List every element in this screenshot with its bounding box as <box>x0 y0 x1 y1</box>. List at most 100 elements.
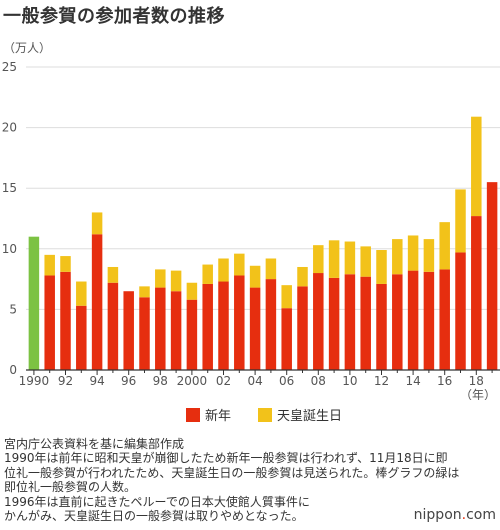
bar-segment <box>439 269 450 370</box>
bar-segment <box>297 286 308 370</box>
bar-segment <box>91 234 103 370</box>
bar-segment <box>281 308 292 370</box>
y-axis-unit-label: （万人） <box>3 41 52 55</box>
bar-segment <box>60 256 71 272</box>
legend-label-birthday: 天皇誕生日 <box>277 409 343 424</box>
footnote-line: 即位礼一般参賀の人数。 <box>4 480 137 495</box>
brand-dot: . <box>461 507 467 523</box>
bar-segment <box>249 287 261 370</box>
bar-segment <box>486 182 498 370</box>
bar-segment <box>407 270 419 370</box>
bar-segment <box>471 116 482 217</box>
bar-segment <box>76 281 87 306</box>
bar-segment <box>265 258 277 280</box>
footnote-line: 1990年は前年に昭和天皇が崩御したため新年一般参賀は行われず、11月18日に即 <box>4 451 448 466</box>
bar-segment <box>60 271 71 370</box>
bar-segment <box>186 282 198 300</box>
x-tick-label: 14 <box>405 374 420 388</box>
bar-segment <box>155 287 166 370</box>
footnotes: 宮内庁公表資料を基に編集部作成 1990年は前年に昭和天皇が崩御したため新年一般… <box>4 437 496 523</box>
bar-segment <box>28 236 40 370</box>
bar-segment <box>423 239 435 272</box>
bar-segment <box>344 274 356 370</box>
bar-segment <box>471 216 482 370</box>
x-tick-label: 04 <box>247 374 262 388</box>
bar-segment <box>328 277 340 370</box>
x-tick-label: 06 <box>279 374 294 388</box>
bar-segment <box>313 273 324 370</box>
bar-segment <box>313 245 324 274</box>
bar-segment <box>170 270 182 292</box>
brand-text: nippon <box>413 507 462 523</box>
bar-segment <box>44 254 55 276</box>
footnote-line: かんがみ、天皇誕生日の一般参賀は取りやめとなった。 <box>4 509 304 524</box>
legend-item-birthday: 天皇誕生日 <box>258 405 342 424</box>
legend: 新年 天皇誕生日 <box>0 405 500 427</box>
bar-segment <box>455 252 466 370</box>
bar-segment <box>376 283 387 370</box>
bar-segment <box>281 285 292 309</box>
x-tick-label: 16 <box>437 374 452 388</box>
bar-segment <box>455 189 466 253</box>
bar-segment <box>344 241 356 275</box>
x-tick-label: 12 <box>374 374 389 388</box>
bar-segment <box>376 250 387 284</box>
x-tick-label: 08 <box>311 374 326 388</box>
grid-lines <box>26 66 500 310</box>
bar-segment <box>265 279 277 370</box>
bar-segment <box>392 239 403 275</box>
bar-segment <box>186 299 198 370</box>
chart-title: 一般参賀の参加者数の推移 <box>3 6 225 27</box>
legend-item-new-year: 新年 <box>186 405 231 424</box>
x-tick-label: 94 <box>89 374 104 388</box>
bar-segment <box>218 258 229 282</box>
x-tick-label: 02 <box>216 374 231 388</box>
legend-label-new-year: 新年 <box>205 409 232 424</box>
x-tick-label: 10 <box>342 374 357 388</box>
bar-segment <box>139 297 150 370</box>
bar-segment <box>297 266 308 287</box>
y-tick-label: 0 <box>9 363 17 377</box>
bar-segment <box>91 212 103 235</box>
bar-segment <box>44 275 55 370</box>
x-tick-label: 98 <box>153 374 168 388</box>
footnote-line: 宮内庁公表資料を基に編集部作成 <box>4 437 185 451</box>
bar-segment <box>107 266 119 283</box>
footnote-line: 位礼一般参賀が行われたため、天皇誕生日の一般参賀は見送られた。棒グラフの緑は <box>4 465 460 480</box>
bar-segment <box>202 264 213 284</box>
bar-segment <box>407 235 419 271</box>
bar-segment <box>139 286 150 298</box>
x-axis-unit-label: （年） <box>460 388 496 400</box>
y-tick-label: 15 <box>2 181 17 195</box>
bar-segment <box>392 274 403 370</box>
axes <box>26 369 500 375</box>
bar-segment <box>123 291 134 370</box>
x-tick-label: 92 <box>58 374 73 388</box>
bar-segment <box>439 222 450 270</box>
bar-segment <box>360 276 371 370</box>
x-tick-label: 18 <box>469 374 484 388</box>
y-tick-label: 10 <box>2 242 17 256</box>
bar-segment <box>328 240 340 278</box>
bar-segment <box>76 305 87 370</box>
y-tick-label: 20 <box>2 121 17 135</box>
x-tick-label: 96 <box>121 374 136 388</box>
bars <box>28 116 498 370</box>
bar-segment <box>249 265 261 288</box>
legend-swatch-new-year <box>186 407 200 422</box>
bar-segment <box>423 271 435 370</box>
y-tick-label: 5 <box>9 302 17 316</box>
bar-segment <box>234 253 245 276</box>
y-tick-labels: 0 5 10 15 20 25 <box>2 60 17 377</box>
x-tick-label: 2000 <box>177 374 208 388</box>
footnote-line: 1996年は直前に起きたペルーでの日本大使館人質事件に <box>4 494 310 509</box>
y-tick-label: 25 <box>2 60 17 74</box>
bar-segment <box>107 282 119 370</box>
bar-segment <box>234 275 245 370</box>
bar-segment <box>218 281 229 370</box>
brand-text-suffix: com <box>466 507 496 523</box>
bar-segment <box>202 283 213 370</box>
brand-logo: nippon.com <box>414 507 496 523</box>
bar-segment <box>170 291 182 370</box>
